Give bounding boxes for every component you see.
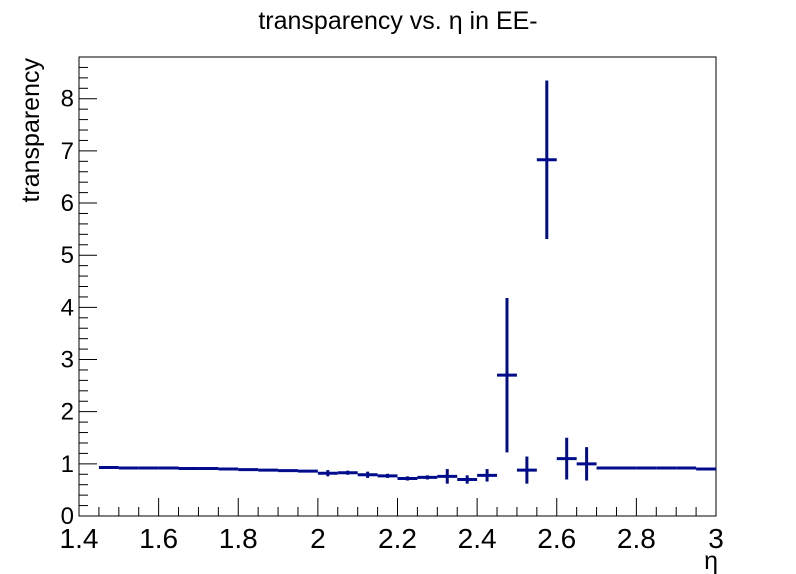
x-tick-label: 2.2 [378,523,417,554]
data-point [656,466,677,470]
data-point [636,466,657,470]
x-tick-label: 3 [708,523,724,554]
data-point [138,466,159,470]
data-point [437,469,458,484]
data-point [337,470,358,475]
data-point [477,469,498,482]
data-point [297,469,318,473]
chart-title: transparency vs. η in EE- [258,7,537,35]
data-point [218,467,239,471]
x-tick-label: 1.6 [139,523,178,554]
x-tick-label: 2.6 [537,523,576,554]
data-point [158,466,179,470]
data-point [516,456,537,484]
y-tick-label: 6 [61,190,74,217]
data-point [278,469,298,473]
data-point [118,466,139,470]
plot-frame [78,56,717,517]
data-point [696,467,716,471]
data-point [536,80,557,240]
y-tick-label: 8 [61,86,74,113]
x-tick-label: 1.4 [60,523,99,554]
data-point [676,466,697,470]
data-point [198,467,219,471]
x-tick-label: 1.8 [219,523,258,554]
y-axis-label: transparency [17,58,45,203]
data-point [576,447,597,481]
data-point [556,437,577,480]
data-point [357,471,378,478]
x-tick-label: 2.8 [617,523,656,554]
x-tick-label: 2.4 [458,523,497,554]
data-point [596,466,617,470]
data-point [317,470,338,477]
data-point [397,476,418,481]
y-tick-label: 5 [61,242,74,269]
y-tick-label: 1 [61,451,74,478]
x-tick-label: 2 [310,523,326,554]
x-axis-label: η [704,547,718,574]
y-tick-label: 3 [61,347,74,374]
data-point [377,473,398,478]
data-point [238,468,259,472]
data-point [258,468,279,472]
data-point [178,467,199,471]
data-point [98,465,119,469]
y-tick-label: 4 [61,294,74,321]
data-point [497,297,517,453]
y-tick-label: 7 [61,138,74,165]
data-point [417,475,438,480]
axes: 0 1 2 3 4 5 6 7 8 1.4 1.6 1.8 2 2.2 2.4 2.6 2.8 3 [60,56,724,554]
data-point [457,475,478,484]
y-tick-label: 2 [61,399,74,426]
data-point [616,466,637,470]
data-marks [98,80,716,484]
y-tick-label: 0 [61,503,74,530]
